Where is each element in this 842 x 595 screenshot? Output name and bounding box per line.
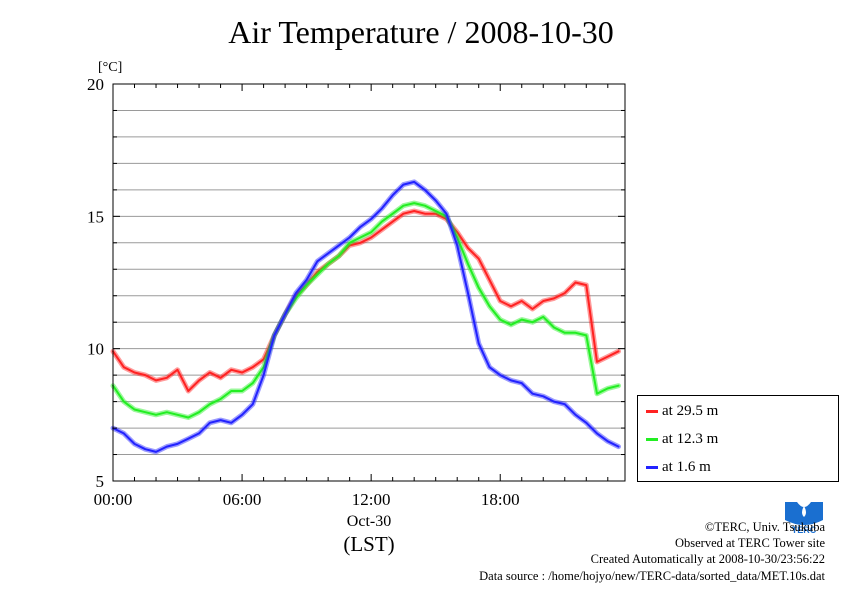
footer-created: Created Automatically at 2008-10-30/23:5… <box>590 552 825 567</box>
x-tick-label: 06:00 <box>223 490 262 509</box>
series-lines <box>110 179 621 455</box>
legend: at 29.5 m at 12.3 m at 1.6 m <box>637 395 839 482</box>
legend-item-29-5m: at 29.5 m <box>646 400 718 422</box>
x-axis-zone-label: (LST) <box>343 532 394 556</box>
axes: 5 10 15 20 00:00 06:00 12:00 18:00 <box>87 75 625 509</box>
x-axis-date-label: Oct-30 <box>347 513 391 530</box>
terc-logo: TERC <box>785 502 823 535</box>
chart-footer: ©TERC, Univ. Tsukuba Observed at TERC To… <box>479 519 825 584</box>
footer-source: Data source : /home/hojyo/new/TERC-data/… <box>479 568 825 583</box>
y-axis-label: [°C] <box>98 60 122 75</box>
series-line-0 <box>112 210 620 392</box>
legend-item-12-3m: at 12.3 m <box>646 428 718 450</box>
y-tick-label: 20 <box>87 75 104 94</box>
footer-copyright: ©TERC, Univ. Tsukuba <box>704 520 825 534</box>
x-tick-label: 00:00 <box>94 490 133 509</box>
y-tick-label: 10 <box>87 340 104 359</box>
y-tick-label: 5 <box>96 472 105 491</box>
legend-swatch-12-3m <box>646 438 658 442</box>
legend-label-29-5m: at 29.5 m <box>662 403 719 419</box>
logo-text: TERC <box>792 525 817 535</box>
x-tick-label: 12:00 <box>352 490 391 509</box>
series-line-2 <box>112 180 620 453</box>
footer-observed: Observed at TERC Tower site <box>674 536 825 551</box>
legend-label-1-6m: at 1.6 m <box>662 459 711 475</box>
grid-lines <box>113 109 625 456</box>
legend-swatch-29-5m <box>646 410 658 414</box>
logo-drop-shape <box>802 506 806 517</box>
legend-label-12-3m: at 12.3 m <box>662 431 719 447</box>
chart-title: Air Temperature / 2008-10-30 <box>228 14 614 50</box>
legend-swatch-1-6m <box>646 466 658 470</box>
plot-frame <box>112 83 626 482</box>
x-tick-label: 18:00 <box>481 490 520 509</box>
y-tick-label: 15 <box>87 207 104 226</box>
series-line-1 <box>112 202 620 419</box>
legend-item-1-6m: at 1.6 m <box>646 456 711 478</box>
